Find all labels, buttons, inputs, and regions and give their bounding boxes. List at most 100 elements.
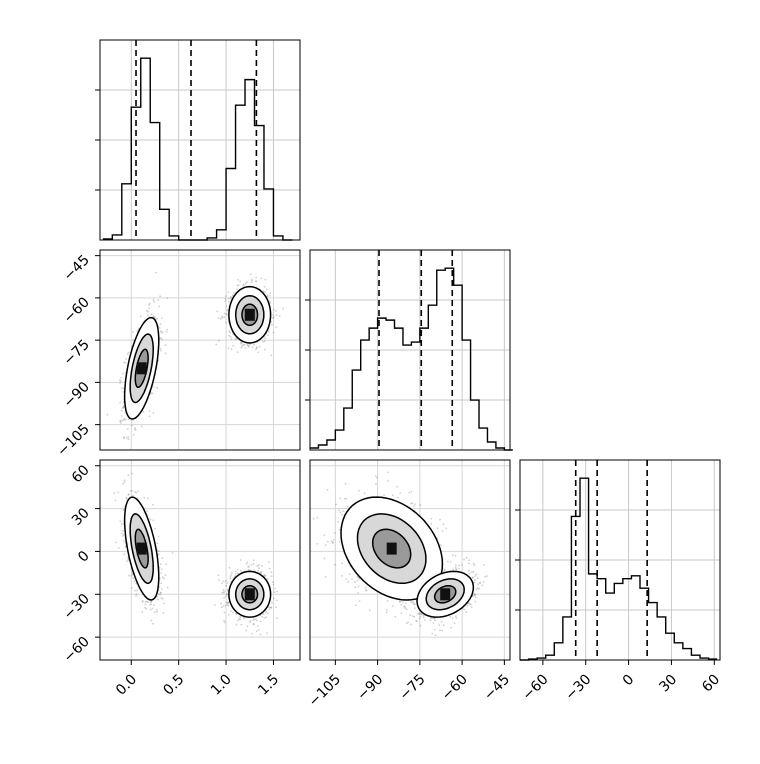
sample-point xyxy=(218,579,220,581)
sample-point xyxy=(327,541,329,543)
sample-point xyxy=(437,527,439,529)
sample-point xyxy=(228,301,230,303)
sample-point xyxy=(149,416,151,418)
sample-point xyxy=(342,510,344,512)
sample-point xyxy=(324,558,326,560)
sample-point xyxy=(152,608,154,610)
sample-point xyxy=(133,580,135,582)
sample-point xyxy=(394,616,396,618)
sample-point xyxy=(135,429,137,431)
sample-point xyxy=(150,603,152,605)
sample-point xyxy=(244,347,246,349)
sample-point xyxy=(429,619,431,621)
sample-point xyxy=(450,561,452,563)
sample-point xyxy=(224,612,226,614)
sample-point xyxy=(251,281,253,283)
sample-point xyxy=(392,494,394,496)
sample-point xyxy=(120,377,122,379)
sample-point xyxy=(157,299,159,301)
density-peak xyxy=(137,543,147,555)
sample-point xyxy=(260,634,262,636)
sample-point xyxy=(115,500,117,502)
sample-point xyxy=(113,492,115,494)
sample-point xyxy=(359,600,361,602)
sample-point xyxy=(163,578,165,580)
sample-point xyxy=(439,629,441,631)
sample-point xyxy=(439,519,441,521)
sample-point xyxy=(145,604,147,606)
sample-point xyxy=(332,542,334,544)
sample-point xyxy=(235,573,237,575)
sample-point xyxy=(337,521,339,523)
sample-point xyxy=(228,335,230,337)
sample-point xyxy=(269,568,271,570)
sample-point xyxy=(223,605,225,607)
sample-point xyxy=(132,331,134,333)
sample-point xyxy=(237,573,239,575)
sample-point xyxy=(120,422,122,424)
sample-point xyxy=(415,620,417,622)
sample-point xyxy=(151,620,153,622)
sample-point xyxy=(341,514,343,516)
sample-point xyxy=(256,347,258,349)
sample-point xyxy=(339,511,341,513)
sample-point xyxy=(152,315,154,317)
sample-point xyxy=(260,571,262,573)
sample-point xyxy=(271,602,273,604)
sample-point xyxy=(275,310,277,312)
sample-point xyxy=(215,344,217,346)
sample-point xyxy=(228,347,230,349)
sample-point xyxy=(313,518,315,520)
sample-point xyxy=(132,577,134,579)
sample-point xyxy=(420,504,422,506)
sample-point xyxy=(218,317,220,319)
sample-point xyxy=(346,578,348,580)
sample-point xyxy=(469,573,471,575)
sample-point xyxy=(218,574,220,576)
sample-point xyxy=(269,295,271,297)
sample-point xyxy=(239,619,241,621)
sample-point xyxy=(271,355,273,357)
sample-point xyxy=(260,621,262,623)
sample-point xyxy=(248,569,250,571)
sample-point xyxy=(163,612,165,614)
sample-point xyxy=(149,410,151,412)
sample-point xyxy=(156,318,158,320)
sample-point xyxy=(273,598,275,600)
sample-point xyxy=(269,609,271,611)
sample-point xyxy=(253,559,255,561)
sample-point xyxy=(468,562,470,564)
sample-point xyxy=(414,503,416,505)
sample-point xyxy=(397,497,399,499)
sample-point xyxy=(225,322,227,324)
sample-point xyxy=(256,620,258,622)
sample-point xyxy=(274,588,276,590)
sample-point xyxy=(347,506,349,508)
sample-point xyxy=(229,332,231,334)
sample-point xyxy=(247,344,249,346)
sample-point xyxy=(228,614,230,616)
sample-point xyxy=(455,617,457,619)
sample-point xyxy=(161,317,163,319)
sample-point xyxy=(127,353,129,355)
sample-point xyxy=(276,617,278,619)
sample-point xyxy=(221,592,223,594)
sample-point xyxy=(316,543,318,545)
sample-point xyxy=(240,559,242,561)
scatter-panel-0 xyxy=(100,250,300,450)
sample-point xyxy=(122,483,124,485)
sample-point xyxy=(253,563,255,565)
sample-point xyxy=(331,540,333,542)
sample-point xyxy=(152,412,154,414)
sample-point xyxy=(244,618,246,620)
sample-point xyxy=(229,578,231,580)
sample-point xyxy=(158,306,160,308)
sample-point xyxy=(433,622,435,624)
sample-point xyxy=(463,559,465,561)
sample-point xyxy=(151,313,153,315)
sample-point xyxy=(147,498,149,500)
sample-point xyxy=(455,555,457,557)
sample-point xyxy=(121,523,123,525)
sample-point xyxy=(118,547,120,549)
sample-point xyxy=(249,620,251,622)
